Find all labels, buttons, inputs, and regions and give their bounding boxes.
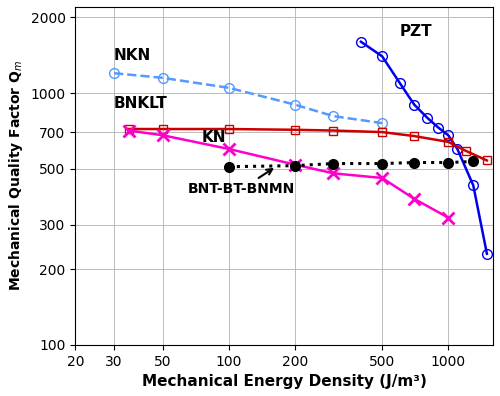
Text: KN: KN	[202, 130, 226, 145]
Text: BNT-BT-BNMN: BNT-BT-BNMN	[188, 169, 295, 196]
X-axis label: Mechanical Energy Density (J/m³): Mechanical Energy Density (J/m³)	[142, 374, 426, 389]
Text: NKN: NKN	[114, 48, 151, 63]
Y-axis label: Mechanical Quality Factor Q$_m$: Mechanical Quality Factor Q$_m$	[7, 60, 25, 291]
Text: PZT: PZT	[400, 25, 432, 40]
Text: BNKLT: BNKLT	[114, 96, 168, 111]
